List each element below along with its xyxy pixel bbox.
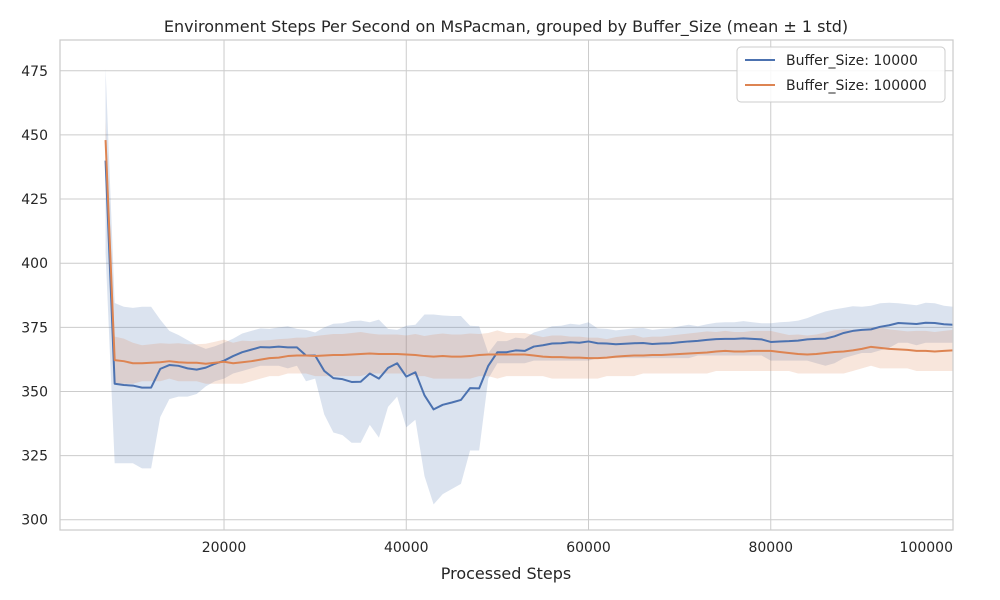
- x-tick-label: 40000: [384, 540, 429, 556]
- std-band-buffer-100000: [105, 119, 953, 384]
- legend-label-buffer-10000: Buffer_Size: 10000: [786, 53, 918, 69]
- y-tick-label: 300: [21, 513, 48, 529]
- x-tick-label: 20000: [202, 540, 247, 556]
- y-tick-label: 475: [21, 64, 48, 80]
- y-tick-label: 400: [21, 256, 48, 272]
- legend: Buffer_Size: 10000 Buffer_Size: 100000: [736, 46, 946, 103]
- y-tick-label: 375: [21, 320, 48, 336]
- y-tick-label: 425: [21, 192, 48, 208]
- chart-title: Environment Steps Per Second on MsPacman…: [164, 17, 848, 37]
- series-line-buffer-100000: [104, 140, 954, 365]
- tick-labels: 20000 40000 60000 80000 100000 300 325 350 375 40…: [21, 64, 953, 556]
- y-tick-label: 450: [21, 128, 48, 144]
- series-line-buffer-10000: [104, 160, 954, 411]
- x-tick-label: 60000: [566, 540, 611, 556]
- x-axis-title: Processed Steps: [441, 564, 572, 583]
- legend-label-buffer-100000: Buffer_Size: 100000: [786, 78, 927, 94]
- y-tick-label: 350: [21, 384, 48, 400]
- std-bands: [105, 68, 953, 505]
- y-tick-label: 325: [21, 449, 48, 465]
- x-tick-label: 80000: [748, 540, 793, 556]
- series-lines: [104, 140, 954, 411]
- plot-frame: [59, 39, 954, 531]
- legend-box: [736, 46, 946, 103]
- x-tick-label: 100000: [900, 540, 953, 556]
- grid: [60, 40, 954, 530]
